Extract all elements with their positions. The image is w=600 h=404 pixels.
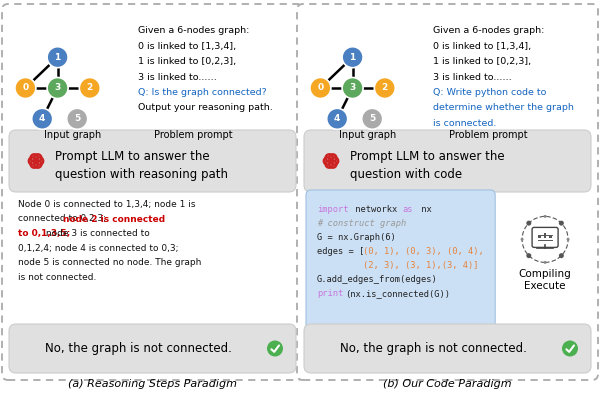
Text: G = nx.Graph(6): G = nx.Graph(6) <box>317 233 396 242</box>
Text: question with code: question with code <box>350 168 462 181</box>
Bar <box>538 235 541 238</box>
FancyBboxPatch shape <box>304 130 591 192</box>
Text: question with reasoning path: question with reasoning path <box>55 168 228 181</box>
Circle shape <box>79 78 100 99</box>
Text: G.add_edges_from(edges): G.add_edges_from(edges) <box>317 275 438 284</box>
Text: 2: 2 <box>382 84 388 93</box>
Text: Execute: Execute <box>524 282 566 291</box>
Text: 3 is linked to...…: 3 is linked to...… <box>138 72 217 82</box>
FancyBboxPatch shape <box>297 4 598 380</box>
Text: No, the graph is not connected.: No, the graph is not connected. <box>45 342 232 355</box>
Text: 0: 0 <box>22 84 28 93</box>
Text: edges = [: edges = [ <box>317 247 364 256</box>
Text: nx: nx <box>416 205 432 214</box>
Text: (0, 1), (0, 3), (0, 4),: (0, 1), (0, 3), (0, 4), <box>363 247 484 256</box>
Text: Problem prompt: Problem prompt <box>449 130 527 140</box>
Text: to 0,1,3,5;: to 0,1,3,5; <box>18 229 70 238</box>
Text: 3 is linked to...…: 3 is linked to...… <box>433 72 512 82</box>
Text: 3: 3 <box>55 84 61 93</box>
Text: 0 is linked to [1,3,4],: 0 is linked to [1,3,4], <box>138 42 236 50</box>
Text: (nx.is_connected(G)): (nx.is_connected(G)) <box>345 289 450 298</box>
FancyBboxPatch shape <box>304 324 591 373</box>
Circle shape <box>267 341 283 356</box>
Text: 2: 2 <box>86 84 93 93</box>
Text: 0,1,2,4; node 4 is connected to 0,3;: 0,1,2,4; node 4 is connected to 0,3; <box>18 244 179 252</box>
Circle shape <box>362 108 383 129</box>
Text: node 5 is connected no node. The graph: node 5 is connected no node. The graph <box>18 258 202 267</box>
Text: Given a 6-nodes graph:: Given a 6-nodes graph: <box>433 26 544 35</box>
Circle shape <box>559 221 564 226</box>
Text: Output your reasoning path.: Output your reasoning path. <box>138 103 273 112</box>
Text: import: import <box>317 205 349 214</box>
Text: (b) Our Code Paradigm: (b) Our Code Paradigm <box>383 379 512 389</box>
Circle shape <box>544 215 547 218</box>
Text: as: as <box>402 205 413 214</box>
Text: Q: Is the graph connected?: Q: Is the graph connected? <box>138 88 267 97</box>
Text: is not connected.: is not connected. <box>18 273 97 282</box>
Text: 0: 0 <box>317 84 323 93</box>
Circle shape <box>374 78 395 99</box>
Text: Prompt LLM to answer the: Prompt LLM to answer the <box>350 150 505 164</box>
Bar <box>549 236 552 238</box>
Circle shape <box>326 108 348 129</box>
Text: node 3 is connected to: node 3 is connected to <box>43 229 149 238</box>
FancyBboxPatch shape <box>306 190 495 331</box>
Text: is connected.: is connected. <box>433 119 496 128</box>
Text: connected to 0,2,3;: connected to 0,2,3; <box>18 215 109 223</box>
Text: 1 is linked to [0,2,3],: 1 is linked to [0,2,3], <box>433 57 531 66</box>
Circle shape <box>310 78 331 99</box>
Text: (a) Reasoning Steps Paradigm: (a) Reasoning Steps Paradigm <box>68 379 237 389</box>
Text: 0 is linked to [1,3,4],: 0 is linked to [1,3,4], <box>433 42 531 50</box>
Text: Q: Write python code to: Q: Write python code to <box>433 88 547 97</box>
Text: Input graph: Input graph <box>340 130 397 140</box>
Circle shape <box>526 253 532 258</box>
Text: Node 0 is connected to 1,3,4; node 1 is: Node 0 is connected to 1,3,4; node 1 is <box>18 200 196 209</box>
Text: 3: 3 <box>349 84 356 93</box>
Text: No, the graph is not connected.: No, the graph is not connected. <box>340 342 527 355</box>
Circle shape <box>32 108 53 129</box>
Circle shape <box>559 253 564 258</box>
Text: 1: 1 <box>349 53 356 62</box>
Circle shape <box>342 47 363 68</box>
Text: 4: 4 <box>334 114 340 123</box>
Text: # construct graph: # construct graph <box>317 219 406 228</box>
Circle shape <box>566 238 569 241</box>
Text: node 2 is connected: node 2 is connected <box>63 215 165 223</box>
FancyBboxPatch shape <box>9 324 296 373</box>
Text: Compiling: Compiling <box>519 269 571 280</box>
Circle shape <box>521 238 524 241</box>
Circle shape <box>562 341 578 356</box>
Text: networkx: networkx <box>350 205 403 214</box>
Text: print: print <box>317 289 343 298</box>
Circle shape <box>47 78 68 99</box>
Text: (2, 3), (3, 1),(3, 4)]: (2, 3), (3, 1),(3, 4)] <box>363 261 479 270</box>
Circle shape <box>342 78 363 99</box>
Circle shape <box>544 261 547 264</box>
Text: 5: 5 <box>369 114 376 123</box>
Text: Input graph: Input graph <box>44 130 101 140</box>
Text: Prompt LLM to answer the: Prompt LLM to answer the <box>55 150 209 164</box>
Circle shape <box>47 47 68 68</box>
FancyBboxPatch shape <box>2 4 303 380</box>
Bar <box>544 233 547 238</box>
Text: determine whether the graph: determine whether the graph <box>433 103 574 112</box>
Text: 1 is linked to [0,2,3],: 1 is linked to [0,2,3], <box>138 57 236 66</box>
Circle shape <box>15 78 36 99</box>
Text: 1: 1 <box>55 53 61 62</box>
Text: 4: 4 <box>39 114 46 123</box>
Text: Problem prompt: Problem prompt <box>154 130 232 140</box>
FancyBboxPatch shape <box>9 130 296 192</box>
FancyBboxPatch shape <box>532 227 558 247</box>
Circle shape <box>526 221 532 226</box>
Circle shape <box>67 108 88 129</box>
Text: 5: 5 <box>74 114 80 123</box>
Text: Given a 6-nodes graph:: Given a 6-nodes graph: <box>138 26 250 35</box>
